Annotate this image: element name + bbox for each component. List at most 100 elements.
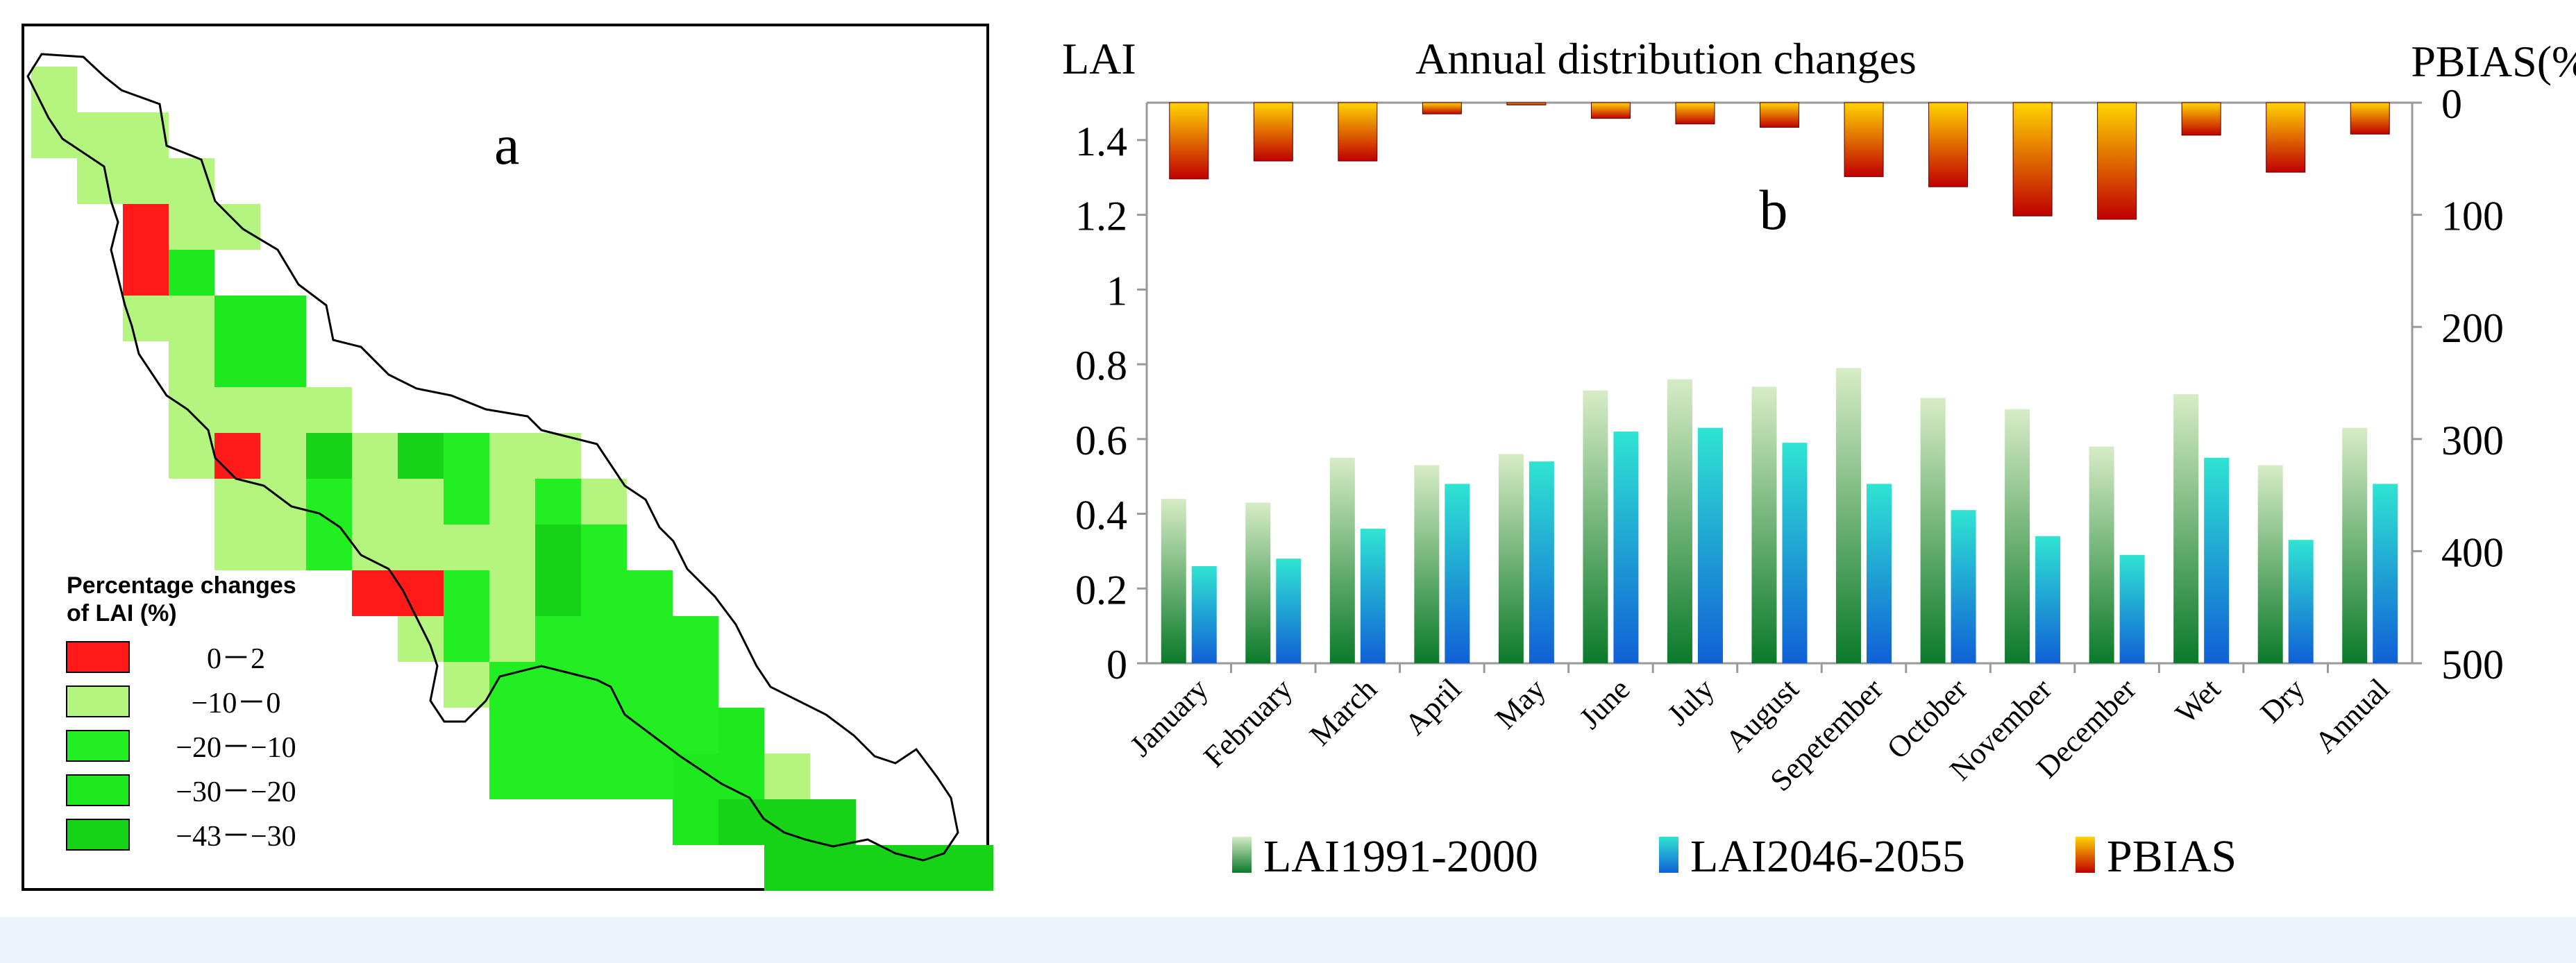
map-cell: [444, 662, 489, 708]
left-tick-label: 1: [1106, 268, 1127, 314]
map-cell: [398, 479, 444, 525]
map-cell: [214, 387, 260, 433]
map-legend-swatch: [66, 641, 130, 673]
bar-lai-2046-2055: [2373, 484, 2398, 663]
map-cell: [123, 296, 169, 341]
map-cell: [169, 204, 214, 250]
legend-swatch-lai-1991-2000: [1232, 837, 1252, 873]
map-cell: [214, 479, 260, 525]
map-legend-title-line2: of LAI (%): [67, 600, 177, 627]
legend-swatch-lai-2046-2055: [1659, 837, 1678, 873]
left-tick-label: 0.4: [1075, 493, 1127, 538]
bar-lai-2046-2055: [1529, 461, 1554, 663]
bar-pbias: [1675, 102, 1715, 125]
map-cell: [398, 525, 444, 570]
footer-band: [0, 917, 2576, 963]
map-cell: [123, 204, 169, 250]
map-legend-label: −43－−30: [176, 821, 296, 853]
x-tick-label: Wet: [2169, 672, 2227, 730]
map-cell: [444, 570, 489, 616]
map-cell: [627, 753, 673, 799]
chart-title: Annual distribution changes: [1415, 34, 1917, 83]
x-tick-label: February: [1197, 672, 1299, 774]
map-cell: [123, 250, 169, 296]
map-cell: [489, 570, 535, 616]
map-cell: [169, 433, 214, 479]
map-cell: [718, 753, 764, 799]
map-cell: [169, 250, 214, 296]
map-cell: [444, 479, 489, 525]
map-cell: [627, 662, 673, 708]
bar-pbias: [1253, 102, 1293, 162]
map-cell: [581, 753, 627, 799]
bar-pbias: [1338, 102, 1378, 162]
map-legend-swatch: [66, 730, 130, 762]
bar-lai-2046-2055: [1951, 510, 1976, 663]
x-tick-label: June: [1573, 672, 1637, 735]
series-lai-2046-2055: [1191, 427, 2398, 663]
map-cell: [535, 616, 581, 662]
map-cell: [31, 112, 77, 158]
map-cell: [77, 112, 123, 158]
map-cell: [214, 525, 260, 570]
map-cell: [489, 753, 535, 799]
map-cell: [306, 479, 352, 525]
map-cell: [627, 570, 673, 616]
map-legend-swatch: [66, 685, 130, 717]
map-cell: [581, 570, 627, 616]
bar-lai-2046-2055: [2204, 457, 2230, 663]
bar-lai-1991-2000: [1583, 390, 1608, 663]
map-cell: [489, 479, 535, 525]
left-tick-label: 0: [1106, 642, 1127, 688]
bar-lai-1991-2000: [1667, 379, 1692, 663]
map-cell: [31, 67, 77, 112]
map-cell: [260, 296, 306, 341]
map-cell: [169, 158, 214, 204]
bar-lai-1991-2000: [1245, 502, 1271, 663]
map-cell: [306, 433, 352, 479]
right-tick-label: 100: [2441, 194, 2504, 239]
map-cell: [535, 570, 581, 616]
bar-lai-1991-2000: [2089, 446, 2114, 663]
map-cell: [673, 616, 718, 662]
series-pbias: [1169, 102, 2390, 220]
x-tick-label: Annual: [2308, 672, 2396, 759]
map-cell: [260, 433, 306, 479]
x-tick-label: March: [1303, 672, 1383, 752]
series-lai-1991-2000: [1161, 368, 2368, 663]
map-cell: [535, 433, 581, 479]
bar-lai-2046-2055: [1867, 484, 1892, 663]
bar-lai-2046-2055: [2288, 540, 2314, 663]
map-cell: [169, 296, 214, 341]
map-cell: [352, 570, 398, 616]
bar-pbias: [1506, 102, 1547, 105]
map-cell: [535, 479, 581, 525]
bar-pbias: [2266, 102, 2306, 173]
map-legend-label: −20－−10: [176, 732, 296, 764]
map-cell: [581, 708, 627, 753]
bar-lai-2046-2055: [2119, 554, 2145, 663]
map-cell: [764, 799, 810, 845]
map-cell: [810, 845, 856, 891]
map-legend-swatch: [66, 819, 130, 851]
left-tick-label: 0.8: [1075, 343, 1127, 389]
left-tick-label: 1.2: [1075, 194, 1127, 239]
bar-lai-2046-2055: [1360, 529, 1386, 663]
x-tick-label: May: [1488, 672, 1552, 735]
bar-lai-1991-2000: [2342, 427, 2368, 663]
right-ticks: 0 100 200 300 400 500: [2412, 81, 2504, 688]
map-cell: [489, 525, 535, 570]
left-ticks: 0 0.2 0.4 0.6 0.8 1 1.2 1.4: [1075, 119, 1147, 688]
map-cell: [489, 433, 535, 479]
bar-lai-1991-2000: [1498, 454, 1524, 663]
map-cell: [260, 525, 306, 570]
map-cell: [214, 433, 260, 479]
map-cell: [214, 204, 260, 250]
legend-label-lai-2046-2055: LAI2046-2055: [1690, 831, 1965, 882]
bar-lai-2046-2055: [2035, 536, 2061, 663]
bar-lai-1991-2000: [1161, 498, 1186, 663]
legend-label-lai-1991-2000: LAI1991-2000: [1263, 831, 1538, 882]
bar-pbias: [2012, 102, 2053, 216]
